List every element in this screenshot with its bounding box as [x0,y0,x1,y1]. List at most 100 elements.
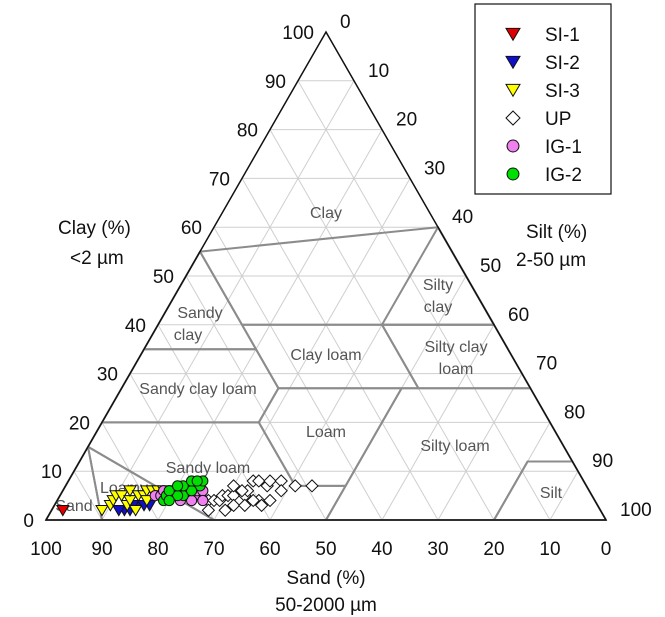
clay-axis-label: Clay (%) [58,218,131,239]
region-label: Clay loam [290,347,361,364]
sand-tick-label: 80 [147,539,168,560]
silt-axis-label: Silt (%) [526,222,587,243]
sand-tick-label: 70 [203,539,224,560]
grid-line [297,80,551,521]
legend-marker [506,139,520,153]
data-point [172,480,184,492]
series-ig-2 [158,475,209,507]
region-label: Silt [540,485,563,502]
silt-axis-unit: 2-50 µm [516,250,586,271]
clay-tick-label: 70 [209,169,230,190]
silt-tick-label: 60 [508,305,529,326]
grid-line [381,324,495,521]
tick-labels: 0010010109020208030307040406050505060604… [23,12,651,560]
silt-tick-label: 20 [396,110,417,131]
clay-tick-label: 30 [97,365,118,386]
clay-tick-label: 0 [23,511,34,532]
grid-line [185,275,327,521]
legend-label: SI-3 [545,81,580,102]
data-point [274,484,288,498]
silt-tick-label: 40 [452,207,473,228]
data-point [252,474,266,488]
legend-label: IG-2 [545,165,582,186]
data-point [263,493,277,508]
legend-marker [506,167,520,181]
data-point [246,493,260,508]
data-point [226,498,241,513]
data-point [197,494,209,507]
silt-tick-label: 30 [424,158,445,179]
legend-marker [505,110,521,126]
sand-tick-label: 50 [315,539,336,560]
silt-tick-label: 100 [620,500,652,521]
grid-line [437,373,523,521]
legend-box [474,3,612,195]
data-point [201,503,216,517]
legend-label: IG-1 [545,137,582,158]
sand-axis-unit: 50-2000 µm [275,595,377,616]
grid-line [73,470,103,521]
sand-axis-label: Sand (%) [286,568,365,589]
data-point [263,474,277,488]
silt-tick-label: 70 [536,354,557,375]
sand-tick-label: 90 [91,539,112,560]
clay-tick-label: 60 [181,218,202,239]
silt-tick-label: 90 [592,451,613,472]
sand-tick-label: 60 [259,539,280,560]
grid-line [549,470,579,521]
grid-line [241,178,439,521]
clay-tick-label: 20 [69,413,90,434]
data-point [128,504,143,517]
silt-tick-label: 0 [340,12,351,33]
data-point [288,479,302,493]
data-point [218,503,232,517]
clay-tick-label: 40 [125,316,146,337]
region-label: Sandy clay loam [139,381,256,398]
legend-marker [505,55,521,70]
region-label: Silty clay [424,339,487,356]
data-point [111,504,126,517]
data-points [55,474,319,517]
legend-label: SI-1 [545,25,580,46]
sand-axis-title: Sand (%) 50-2000 µm [275,568,377,616]
data-point [305,479,319,493]
region-label: Silty loam [420,438,489,455]
sand-tick-label: 20 [483,539,504,560]
clay-tick-label: 10 [41,462,62,483]
data-point [191,475,203,487]
sand-tick-label: 40 [371,539,392,560]
legend-marker [505,27,521,42]
clay-tick-label: 80 [237,121,258,142]
region-label: clay [424,299,452,316]
legend-label: UP [545,109,571,130]
region-label: Silty [423,277,453,294]
region-label: Sandy [177,305,222,322]
region-label: loam [439,361,474,378]
data-point [254,498,269,513]
clay-tick-label: 90 [265,72,286,93]
silt-tick-label: 50 [480,256,501,277]
legend-items: SI-1 SI-2 SI-3 UP IG-1 IG-2 [505,25,582,186]
data-point [139,495,154,507]
data-point [163,494,175,507]
data-point [55,504,70,517]
data-point [95,504,109,517]
grid-line [213,178,411,521]
region-label: Sandy loam [166,460,251,477]
legend: SI-1 SI-2 SI-3 UP IG-1 IG-2 [474,3,612,195]
sand-tick-label: 30 [427,539,448,560]
triangle-frame [44,30,608,521]
region-labels: Clay Sandy clay Silty clay Sandy clay loam Cla… [55,205,562,515]
clay-axis-unit: <2 µm [70,248,124,269]
legend-marker [505,83,521,98]
sand-tick-label: 0 [601,539,612,560]
silt-tick-label: 10 [368,61,389,82]
clay-tick-label: 50 [153,267,174,288]
region-label: Loam [306,424,346,441]
region-label: clay [174,327,202,344]
series-si-1 [55,504,70,517]
sand-tick-label: 10 [539,539,560,560]
sand-tick-label: 100 [30,539,62,560]
legend-label: SI-2 [545,53,580,74]
